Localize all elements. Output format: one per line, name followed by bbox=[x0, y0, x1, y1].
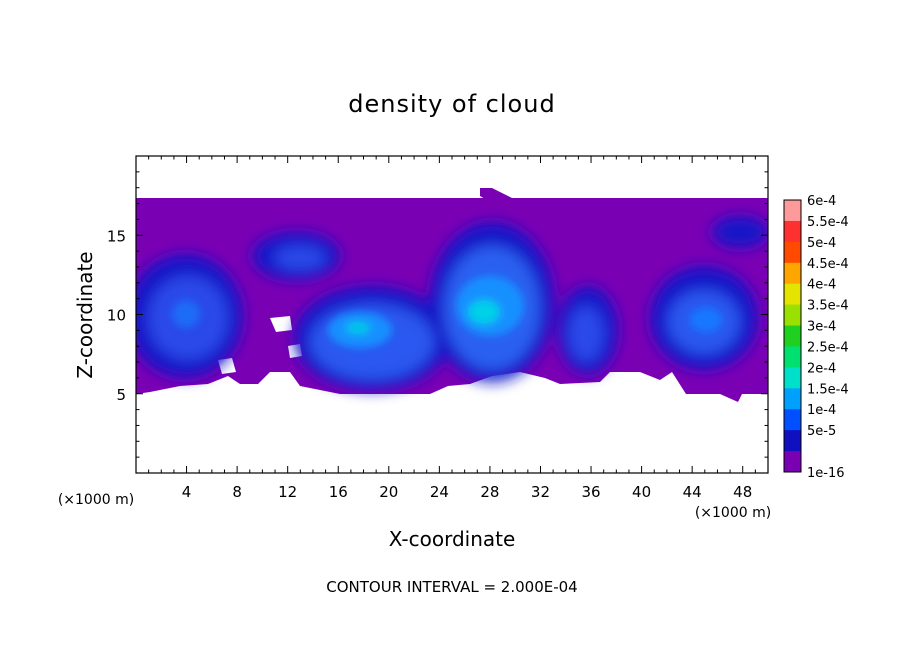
x-tick-label: 48 bbox=[733, 483, 752, 501]
y-tick-label: 5 bbox=[116, 386, 126, 404]
x-tick-label: 16 bbox=[329, 483, 348, 501]
plot-field bbox=[136, 188, 768, 402]
colorbar-swatch bbox=[784, 283, 801, 306]
colorbar-label: 4.5e-4 bbox=[807, 257, 849, 272]
colorbar-swatch bbox=[784, 241, 801, 264]
y-axis-unit: (×1000 m) bbox=[58, 492, 134, 508]
colorbar-frame bbox=[783, 199, 802, 473]
core-left-peak bbox=[172, 300, 200, 328]
colorbar-swatch bbox=[784, 430, 801, 452]
x-tick-label: 28 bbox=[480, 483, 499, 501]
y-axis-title: Z-coordinate bbox=[73, 251, 97, 378]
y-axis: 5 10 15 bbox=[107, 171, 768, 458]
x-tick-label: 36 bbox=[581, 483, 600, 501]
y-tick-label: 15 bbox=[107, 227, 126, 245]
x-tick-label: 12 bbox=[278, 483, 297, 501]
x-tick-label: 44 bbox=[683, 483, 702, 501]
contour-interval-note: CONTOUR INTERVAL = 2.000E-04 bbox=[326, 578, 577, 596]
x-tick-label: 32 bbox=[531, 483, 550, 501]
y-tick-label: 10 bbox=[107, 307, 126, 325]
core-upperright-outer bbox=[712, 216, 768, 248]
colorbar-label: 1e-4 bbox=[807, 403, 836, 418]
colorbar-swatch bbox=[784, 346, 801, 368]
colorbar-label: 5.5e-4 bbox=[807, 215, 849, 230]
colorbar-label: 1.5e-4 bbox=[807, 382, 849, 397]
colorbar-label: 5e-4 bbox=[807, 236, 836, 251]
colorbar-swatch bbox=[784, 262, 801, 285]
colorbar-label: 2.5e-4 bbox=[807, 340, 849, 355]
x-axis-title: X-coordinate bbox=[389, 527, 516, 551]
core-main-peak-b bbox=[468, 300, 500, 324]
colorbar-label: 5e-5 bbox=[807, 424, 836, 439]
x-axis: 4 8 12 16 20 24 28 32 36 40 44 48 bbox=[148, 156, 756, 501]
colorbar-swatch bbox=[784, 451, 801, 473]
core-center-peak-b bbox=[346, 322, 370, 334]
cloud-peaks bbox=[172, 276, 722, 348]
cloud-gap-1 bbox=[270, 316, 292, 332]
colorbar-swatch bbox=[784, 409, 801, 431]
colorbar-label: 4e-4 bbox=[807, 278, 836, 293]
colorbar-swatch bbox=[784, 388, 801, 410]
x-axis-unit: (×1000 m) bbox=[695, 505, 771, 521]
x-tick-label: 4 bbox=[182, 483, 192, 501]
colorbar-label: 1e-16 bbox=[807, 466, 845, 481]
x-tick-label: 24 bbox=[430, 483, 449, 501]
colorbar-label: 2e-4 bbox=[807, 361, 836, 376]
colorbar-swatch bbox=[784, 367, 801, 389]
colorbar-swatch bbox=[784, 220, 801, 243]
colorbar-label: 3e-4 bbox=[807, 320, 836, 335]
core-upper-mid bbox=[274, 246, 326, 270]
colorbar-swatch bbox=[784, 304, 801, 327]
core-right2-peak bbox=[690, 308, 722, 332]
colorbar: 6e-4 5.5e-4 5e-4 4.5e-4 4e-4 3.5e-4 3e-4 2.5e-4… bbox=[783, 194, 849, 481]
x-tick-label: 20 bbox=[379, 483, 398, 501]
core-right1-mid bbox=[568, 306, 604, 362]
colorbar-label: 3.5e-4 bbox=[807, 299, 849, 314]
colorbar-swatch bbox=[784, 200, 801, 222]
chart-title: density of cloud bbox=[348, 90, 555, 118]
colorbar-label: 6e-4 bbox=[807, 194, 836, 209]
x-tick-label: 8 bbox=[232, 483, 242, 501]
x-tick-label: 40 bbox=[632, 483, 651, 501]
cloud-streak bbox=[480, 188, 580, 240]
colorbar-swatch bbox=[784, 325, 801, 347]
